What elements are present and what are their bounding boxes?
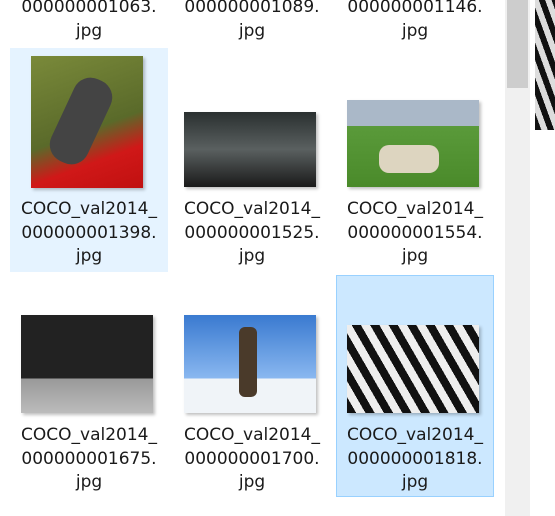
- file-name: 000000001818.: [347, 448, 483, 469]
- file-name: jpg: [401, 246, 429, 266]
- thumbnail: [347, 100, 479, 187]
- file-name: COCO_val2014_: [21, 199, 157, 219]
- thumbnail: [535, 0, 555, 130]
- file-name: COCO_val2014_: [347, 199, 483, 219]
- scrollbar[interactable]: [505, 0, 530, 516]
- file-name: 000000001525.: [184, 222, 320, 243]
- file-name: jpg: [401, 20, 429, 41]
- thumbnail: [184, 315, 316, 413]
- file-name: COCO_val2014_: [21, 425, 157, 445]
- file-name: jpg: [238, 246, 266, 266]
- file-name: jpg: [238, 472, 266, 492]
- thumbnail: [347, 325, 479, 413]
- file-name: COCO_val2014_: [184, 425, 320, 445]
- thumbnail: [184, 112, 316, 187]
- thumbnail: [31, 56, 143, 188]
- file-name: COCO_val2014_: [184, 199, 320, 219]
- file-name: 000000001554.: [347, 222, 483, 243]
- file-name: 000000001675.: [21, 448, 157, 469]
- file-name: jpg: [75, 246, 103, 266]
- file-name: COCO_val2014_: [347, 425, 483, 445]
- file-name: jpg: [238, 20, 266, 41]
- file-name: 000000001146.: [347, 0, 483, 17]
- scrollbar-thumb[interactable]: [507, 0, 528, 88]
- file-name: jpg: [75, 472, 103, 492]
- file-name: 000000001063.: [21, 0, 157, 17]
- file-name: 000000001089.: [184, 0, 320, 17]
- thumbnail: [21, 315, 153, 413]
- file-name: 000000001398.: [21, 222, 157, 243]
- file-name: jpg: [75, 20, 103, 41]
- file-name: jpg: [401, 472, 429, 492]
- file-name: 000000001700.: [184, 448, 320, 469]
